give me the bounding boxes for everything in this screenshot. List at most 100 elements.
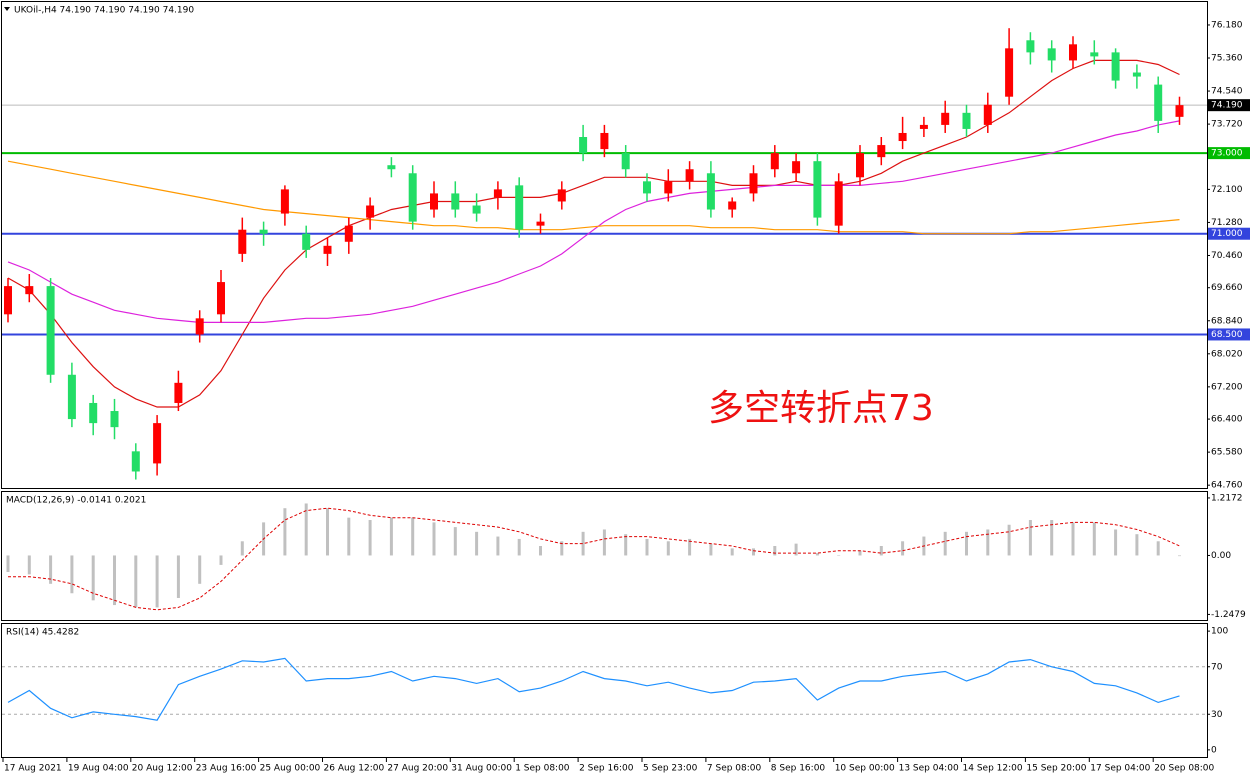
macd-bar (219, 555, 223, 565)
candle-body (1132, 72, 1141, 77)
macd-bar (176, 555, 180, 598)
y-tick-label: 67.200 (1211, 382, 1243, 392)
candle-body (536, 221, 545, 226)
macd-bar (539, 546, 542, 556)
candle-body (643, 181, 651, 194)
macd-bar (27, 555, 31, 575)
x-tick-label: 31 Aug 00:00 (451, 764, 512, 774)
level-label-box (1208, 147, 1250, 160)
candle-body (1111, 52, 1120, 81)
y-tick-label: 70.460 (1211, 251, 1243, 261)
macd-bar (198, 555, 202, 584)
macd-bar (347, 517, 351, 556)
candle-body (323, 245, 332, 254)
candle-body (4, 286, 12, 315)
rsi-title: RSI(14) 45.4282 (6, 628, 79, 638)
macd-bar (965, 531, 968, 556)
y-tick-label: 30 (1211, 710, 1223, 720)
x-tick-label: 15 Sep 20:00 (1026, 764, 1086, 774)
macd-bar (134, 555, 138, 608)
candle-body (46, 286, 55, 375)
level-label: 71.000 (1211, 229, 1243, 239)
candle-body (749, 173, 758, 194)
candle-body (579, 137, 588, 154)
level-label-box (1208, 227, 1250, 240)
rsi-line (7, 657, 1180, 721)
y-tick-label: 69.660 (1211, 283, 1243, 293)
last-price-label: 74.190 (1211, 101, 1243, 111)
candle-body (472, 205, 481, 214)
candle-body (89, 402, 98, 424)
candle-body (728, 201, 737, 210)
y-tick-label: 65.580 (1211, 448, 1243, 458)
x-tick-label: 1 Sep 08:00 (515, 764, 570, 774)
candle-body (25, 286, 34, 295)
macd-bar (1178, 555, 1181, 557)
candle-body (67, 374, 76, 420)
x-tick-label: 7 Sep 08:00 (707, 764, 762, 774)
candle-body (1175, 105, 1184, 117)
y-tick-label: 70 (1211, 662, 1223, 672)
macd-bar (773, 546, 777, 556)
candle-body (1005, 48, 1014, 97)
candle-body (706, 173, 715, 210)
y-tick-label: 0.00 (1211, 551, 1231, 561)
candle-body (664, 181, 673, 194)
macd-bar (304, 503, 308, 556)
macd-bar (645, 538, 649, 556)
y-tick-label: 75.360 (1211, 54, 1243, 64)
x-tick-label: 17 Sep 04:00 (1090, 764, 1150, 774)
macd-bar (815, 553, 819, 556)
last-price-box (1208, 99, 1250, 112)
macd-bar (560, 541, 564, 556)
candle-body (898, 132, 907, 142)
y-tick-label: -1.2479 (1211, 610, 1246, 620)
level-label: 73.000 (1211, 149, 1243, 159)
x-tick-label: 23 Aug 16:00 (196, 764, 257, 774)
macd-bar (155, 555, 159, 608)
macd-bar (411, 517, 415, 556)
macd-bar (943, 531, 947, 556)
level-label: 68.500 (1211, 330, 1243, 340)
candle-body (302, 233, 311, 250)
macd-bar (475, 531, 479, 556)
moving-average (7, 160, 1180, 235)
macd-bar (240, 541, 244, 556)
macd-bar (70, 555, 74, 594)
candle-body (856, 153, 864, 178)
annotation: 多空转折点73 (708, 388, 934, 429)
macd-bar (496, 536, 500, 556)
candle-body (1026, 40, 1035, 53)
macd-bar (1135, 534, 1139, 556)
macd-bar (986, 529, 990, 556)
macd-bar (1050, 520, 1054, 556)
y-tick-label: 74.540 (1211, 87, 1243, 97)
candle-body (344, 225, 353, 242)
x-tick-label: 2 Sep 16:00 (579, 764, 634, 774)
candle-body (877, 145, 886, 158)
macd-bar (581, 531, 585, 556)
macd-bar (688, 538, 692, 556)
x-tick-label: 25 Aug 00:00 (260, 764, 321, 774)
chart-title: UKOil-,H4 74.190 74.190 74.190 74.190 (14, 6, 194, 16)
macd-bar (453, 527, 457, 556)
price-panel (1, 1, 1208, 489)
candle-body (174, 382, 183, 403)
candle-body (195, 318, 204, 335)
candle-body (621, 153, 630, 170)
macd-title: MACD(12,26,9) -0.0141 0.2021 (6, 496, 146, 506)
candle-body (1047, 48, 1056, 61)
candle-body (493, 189, 502, 198)
candle-body (983, 104, 992, 125)
y-tick-label: 71.280 (1211, 218, 1243, 228)
x-tick-label: 10 Sep 00:00 (835, 764, 895, 774)
macd-bar (752, 548, 755, 556)
candle-body (131, 451, 140, 472)
level-label-box (1208, 328, 1250, 341)
y-tick-label: 68.840 (1211, 316, 1243, 326)
macd-bar (432, 522, 436, 556)
macd-bar (389, 517, 393, 556)
y-tick-label: 100 (1211, 627, 1228, 637)
